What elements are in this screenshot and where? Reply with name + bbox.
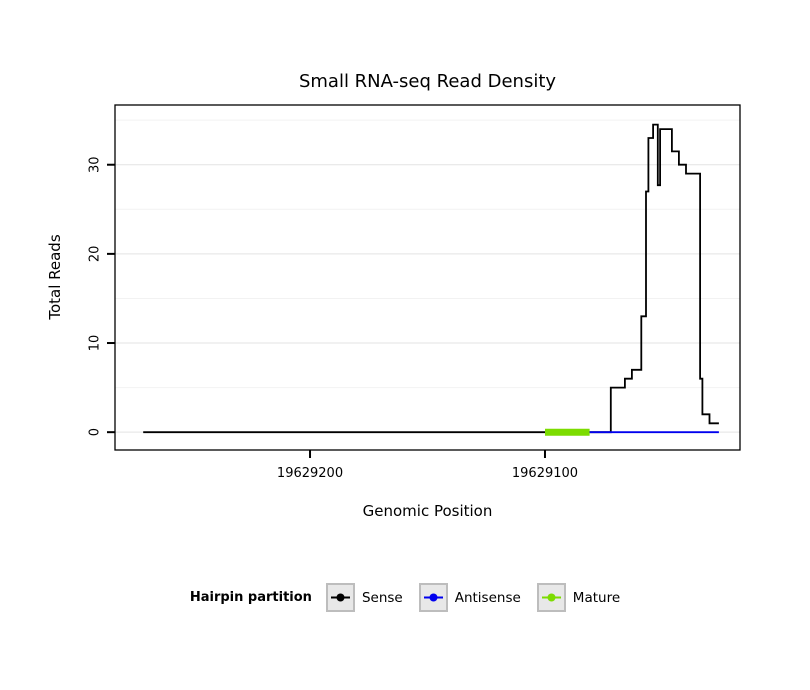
x-tick-label: 19629200 bbox=[277, 466, 343, 481]
legend-item-sense: Sense bbox=[325, 583, 403, 612]
panel-frame bbox=[114, 104, 741, 451]
y-tick-label: 10 bbox=[88, 335, 103, 352]
chart-title: Small RNA-seq Read Density bbox=[298, 71, 557, 92]
plot-area: 19629200 19629100 0 10 20 30 bbox=[87, 104, 741, 481]
legend-item-mature: Mature bbox=[536, 583, 621, 612]
y-tick-label: 20 bbox=[87, 246, 102, 263]
legend-item-label: Antisense bbox=[454, 589, 521, 606]
pointrange-glyph-icon bbox=[541, 593, 561, 602]
x-tick-label: 19629100 bbox=[512, 466, 578, 481]
pointrange-glyph-icon bbox=[423, 593, 443, 602]
y-axis-label: Total Reads bbox=[46, 234, 64, 320]
panel-background bbox=[115, 105, 740, 450]
legend-key-antisense-icon bbox=[418, 583, 448, 612]
legend-item-antisense: Antisense bbox=[418, 583, 521, 612]
legend-key-mature-icon bbox=[536, 583, 566, 612]
legend-key-sense-icon bbox=[325, 583, 355, 612]
series-line-sense bbox=[143, 123, 719, 434]
y-tick-label: 0 bbox=[88, 428, 103, 436]
legend-items: Sense Antisense Mature bbox=[325, 583, 621, 612]
legend-item-label: Sense bbox=[361, 589, 403, 606]
legend: Hairpin partition Sense Antisense Mature bbox=[0, 583, 810, 612]
y-tick-label: 30 bbox=[88, 156, 103, 173]
legend-item-label: Mature bbox=[572, 589, 621, 606]
pointrange-glyph-icon bbox=[330, 593, 350, 602]
x-axis-label: Genomic Position bbox=[362, 502, 493, 520]
legend-title: Hairpin partition bbox=[189, 590, 312, 605]
